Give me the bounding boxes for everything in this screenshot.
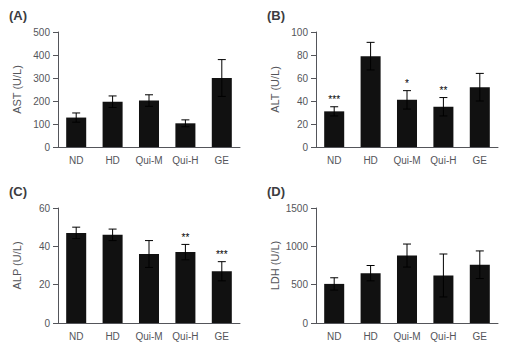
svg-text:GE: GE [473,155,488,166]
svg-text:0: 0 [302,318,308,329]
svg-text:Qui-M: Qui-M [135,155,162,166]
svg-text:40: 40 [39,241,51,252]
svg-text:20: 20 [39,279,51,290]
svg-text:HD: HD [105,155,119,166]
svg-text:ALP (U/L): ALP (U/L) [11,241,23,289]
svg-text:20: 20 [297,119,309,130]
svg-text:0: 0 [302,142,308,153]
svg-text:Qui-M: Qui-M [393,331,420,342]
svg-text:GE: GE [473,331,488,342]
svg-text:500: 500 [291,279,308,290]
svg-text:1000: 1000 [286,241,309,252]
svg-text:ND: ND [327,331,341,342]
svg-text:Qui-H: Qui-H [172,155,198,166]
svg-text:ND: ND [69,331,83,342]
svg-text:LDH (U/L): LDH (U/L) [269,241,281,291]
svg-text:(D): (D) [267,184,285,199]
svg-text:40: 40 [297,96,309,107]
svg-text:GE: GE [215,155,230,166]
svg-text:ND: ND [69,155,83,166]
svg-text:60: 60 [39,203,51,214]
svg-text:1500: 1500 [286,203,309,214]
svg-text:*: * [405,78,409,89]
svg-text:HD: HD [363,331,377,342]
svg-text:AST (U/L): AST (U/L) [11,65,23,114]
svg-text:Qui-H: Qui-H [430,155,456,166]
svg-text:HD: HD [363,155,377,166]
svg-text:0: 0 [44,318,50,329]
svg-text:Qui-H: Qui-H [430,331,456,342]
svg-text:***: *** [216,249,228,260]
svg-text:**: ** [440,85,448,96]
svg-text:(C): (C) [9,184,27,199]
svg-text:GE: GE [215,331,230,342]
svg-text:Qui-M: Qui-M [135,331,162,342]
svg-text:0: 0 [44,142,50,153]
svg-text:80: 80 [297,50,309,61]
svg-text:500: 500 [33,27,50,38]
svg-text:ALT (U/L): ALT (U/L) [269,66,281,113]
svg-text:400: 400 [33,50,50,61]
svg-text:Qui-M: Qui-M [393,155,420,166]
svg-text:***: *** [328,94,340,105]
svg-text:100: 100 [291,27,308,38]
svg-text:(A): (A) [9,8,27,23]
svg-text:**: ** [182,232,190,243]
svg-text:60: 60 [297,73,309,84]
svg-text:300: 300 [33,73,50,84]
svg-text:ND: ND [327,155,341,166]
svg-text:200: 200 [33,96,50,107]
svg-text:100: 100 [33,119,50,130]
svg-text:(B): (B) [267,8,285,23]
svg-text:HD: HD [105,331,119,342]
svg-text:Qui-H: Qui-H [172,331,198,342]
